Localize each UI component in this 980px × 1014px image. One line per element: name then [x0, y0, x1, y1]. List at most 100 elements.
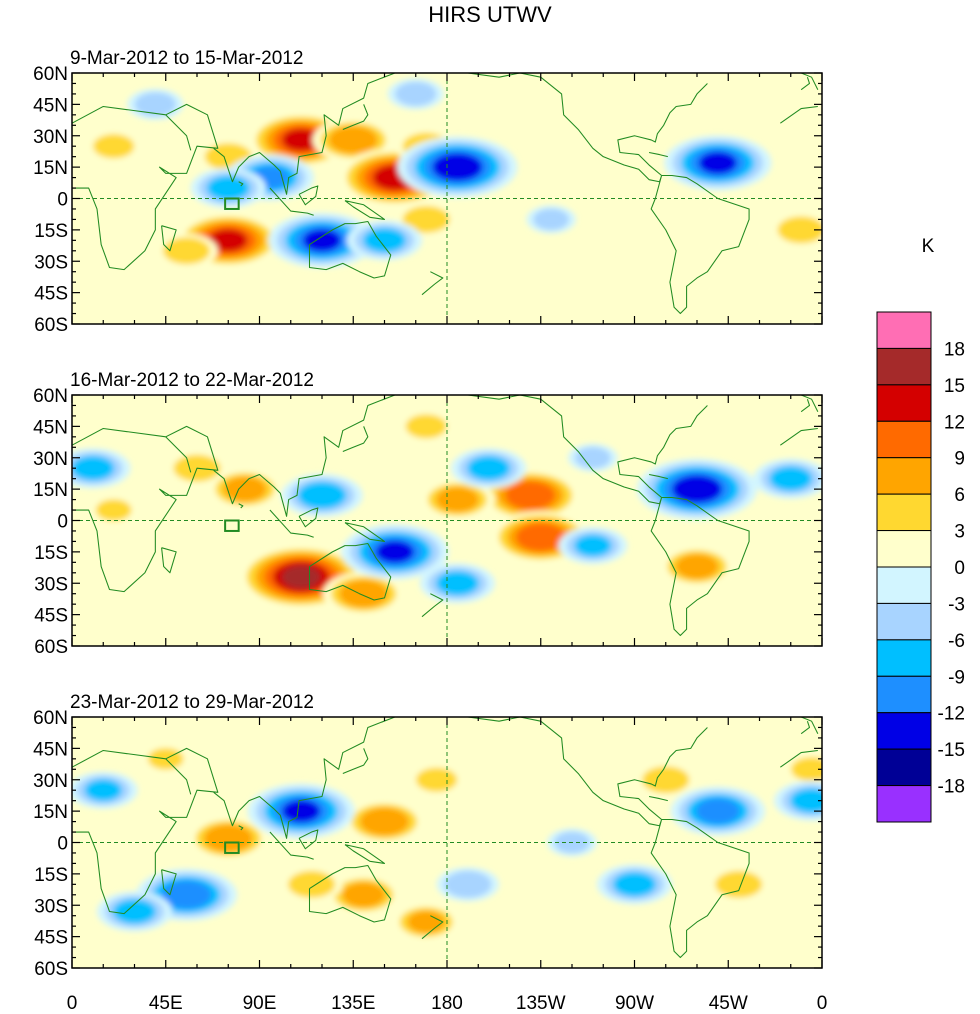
- anomaly-contour: [161, 880, 212, 909]
- anomaly-contour: [467, 455, 511, 481]
- colorbar-units-label: K: [922, 236, 935, 257]
- colorbar-label: -9: [948, 667, 965, 688]
- y-tick-label: 30S: [34, 574, 68, 595]
- anomaly-contour: [533, 208, 569, 231]
- anomaly-blob: [72, 448, 131, 489]
- anomaly-contour: [95, 499, 132, 521]
- y-tick-label: 45S: [34, 284, 68, 305]
- anomaly-contour: [574, 534, 612, 557]
- x-tick-label: 135W: [516, 993, 566, 1014]
- y-tick-label: 30N: [33, 449, 68, 470]
- anomaly-blob: [187, 816, 270, 860]
- coastline: [62, 707, 818, 958]
- panel-ticks: [71, 72, 823, 325]
- anomaly-blob: [419, 479, 496, 520]
- region-box: [224, 519, 240, 532]
- y-tick-label: 60S: [34, 959, 68, 980]
- anomaly-blob: [659, 546, 735, 587]
- anomaly-contour: [134, 92, 176, 117]
- anomaly-contour: [281, 565, 321, 589]
- anomaly-contour: [395, 81, 437, 106]
- colorbar: 18 15 12 9 6 3 0 -3 -6 -9 -12 -15 -18: [876, 311, 965, 823]
- anomaly-contour: [575, 447, 611, 469]
- anomaly-blob: [436, 867, 500, 902]
- anomaly-blob: [670, 786, 766, 836]
- anomaly-contour: [432, 152, 483, 182]
- anomaly-blob: [247, 783, 355, 839]
- colorbar-swatch: [876, 311, 932, 349]
- anomaly-contour: [375, 540, 415, 564]
- anomaly-contour: [790, 757, 822, 782]
- y-tick-label: 15S: [34, 865, 68, 886]
- anomaly-contour: [223, 476, 267, 502]
- anomaly-contour: [163, 237, 211, 265]
- anomaly-contour: [203, 824, 253, 853]
- anomaly-blob: [96, 891, 173, 932]
- colorbar-swatch: [876, 748, 932, 787]
- anomaly-blob: [783, 753, 822, 785]
- anomaly-blob: [346, 220, 423, 261]
- anomaly-blob: [408, 764, 465, 796]
- y-tick-label: 30S: [34, 896, 68, 917]
- anomaly-contour: [302, 228, 342, 252]
- anomaly-blob: [88, 496, 139, 525]
- anomaly-contour: [715, 870, 763, 898]
- y-tick-label: 30N: [33, 127, 68, 148]
- x-tick-label: 180: [431, 993, 463, 1014]
- colorbar-swatch: [876, 785, 932, 823]
- anomaly-contour: [444, 870, 492, 898]
- colorbar-label: -18: [938, 777, 965, 798]
- anomaly-blob: [281, 473, 363, 517]
- panels: 9-Mar-2012 to 15-Mar-201260N45N30N15N015…: [33, 48, 823, 980]
- anomaly-blob: [280, 867, 343, 902]
- x-tick-label: 45E: [149, 993, 183, 1014]
- y-tick-label: 60N: [33, 386, 68, 407]
- anomaly-blob: [634, 762, 697, 797]
- anomaly-blob: [326, 874, 402, 915]
- anomaly-contour: [777, 216, 822, 244]
- region-box: [224, 841, 240, 854]
- colorbar-label: 15: [944, 376, 965, 397]
- anomaly-contour: [297, 481, 347, 510]
- anomaly-blob: [391, 903, 461, 941]
- colorbar-label: 18: [944, 339, 965, 360]
- anomaly-contour: [363, 227, 406, 253]
- colorbar-swatch: [876, 712, 932, 750]
- colorbar-label: -12: [938, 704, 965, 725]
- y-tick-label: 15N: [33, 802, 68, 823]
- anomaly-blob: [268, 212, 376, 268]
- x-tick-label: 45W: [709, 993, 748, 1014]
- anomaly-blob: [596, 864, 673, 905]
- panel-subtitle: 9-Mar-2012 to 15-Mar-2012: [70, 48, 303, 69]
- anomaly-blob: [398, 410, 455, 442]
- anomaly-contour: [339, 579, 389, 608]
- anomaly-contour: [405, 414, 447, 439]
- colorbar-swatch: [876, 457, 932, 495]
- anomaly-blob: [387, 78, 444, 110]
- colorbar-swatch: [876, 420, 932, 459]
- colorbar-swatch: [876, 347, 932, 386]
- y-tick-label: 60N: [33, 708, 68, 729]
- anomaly-blob: [753, 458, 822, 499]
- anomaly-blob: [190, 168, 266, 209]
- anomaly-contour: [206, 175, 250, 201]
- panel-ticks: [71, 394, 823, 647]
- y-tick-label: 45N: [33, 417, 68, 438]
- colorbar-swatch: [876, 384, 932, 422]
- anomaly-blob: [72, 771, 138, 809]
- anomaly-blob: [207, 469, 283, 510]
- y-tick-label: 60S: [34, 315, 68, 336]
- x-axis: 0 45E 90E 135E 180 135W 90W 45W 0: [67, 993, 828, 1014]
- colorbar-label: -3: [948, 594, 965, 615]
- anomaly-contour: [288, 870, 336, 898]
- anomaly-contour: [695, 798, 740, 824]
- anomaly-contour: [415, 767, 458, 792]
- anomaly-field: [85, 78, 822, 268]
- colorbar-swatch: [876, 530, 932, 568]
- anomaly-contour: [642, 766, 690, 794]
- y-tick-label: 45S: [34, 928, 68, 949]
- anomaly-contour: [281, 128, 321, 152]
